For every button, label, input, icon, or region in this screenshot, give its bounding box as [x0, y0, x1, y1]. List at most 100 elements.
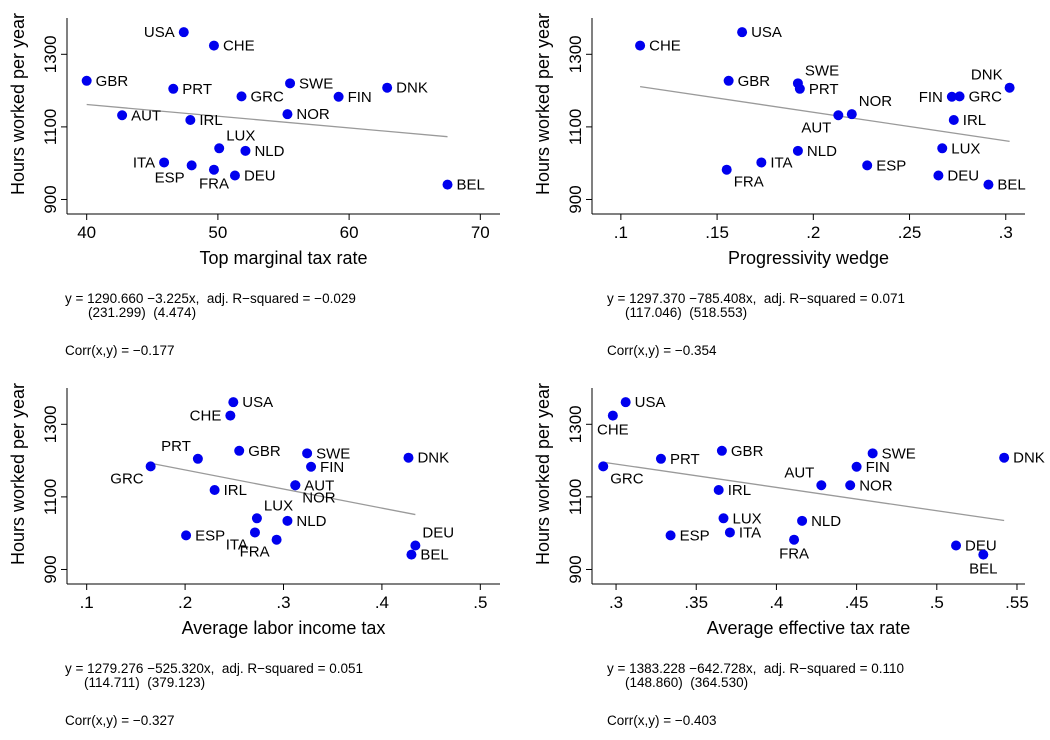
point-label: DEU	[965, 538, 997, 555]
data-point	[833, 110, 844, 121]
point-label: AUT	[784, 464, 814, 481]
data-point	[716, 445, 727, 456]
point-label: SWE	[299, 75, 333, 92]
data-point	[718, 513, 729, 524]
point-label: FRA	[240, 544, 270, 561]
point-label: IRL	[728, 482, 751, 499]
point-label: FIN	[866, 459, 890, 476]
x-tick-label: .15	[705, 223, 729, 242]
point-label: PRT	[182, 81, 212, 98]
point-label: DEU	[422, 525, 454, 542]
point-label: DEU	[947, 168, 979, 185]
point-label: BEL	[420, 547, 448, 564]
point-label: ESP	[680, 527, 710, 544]
data-point	[713, 484, 724, 495]
data-point	[181, 530, 192, 541]
data-point	[282, 515, 293, 526]
data-point	[186, 160, 197, 171]
y-tick-label: 900	[566, 555, 585, 583]
y-axis-label: Hours worked per year	[533, 13, 553, 195]
point-label: NLD	[254, 143, 284, 160]
data-point	[306, 461, 317, 472]
x-tick-label: .1	[614, 223, 628, 242]
point-label: ESP	[155, 169, 185, 186]
fit-line	[603, 461, 1005, 522]
data-point	[282, 109, 293, 120]
x-tick-label: .5	[473, 593, 487, 612]
point-label: DNK	[1013, 450, 1045, 467]
point-label: PRT	[809, 81, 839, 98]
data-point	[721, 164, 732, 175]
fit-line	[150, 462, 416, 516]
data-point	[737, 27, 748, 38]
point-label: ESP	[195, 527, 225, 544]
y-tick-label: 900	[41, 555, 60, 583]
data-point	[145, 461, 156, 472]
fit-line	[86, 103, 448, 138]
point-label: LUX	[226, 127, 255, 144]
data-point	[724, 527, 735, 538]
point-label: CHE	[649, 38, 681, 55]
point-label: IRL	[963, 112, 986, 129]
scatter-chart: 40 50 60 70 900 1100 1300 Top marginal tax rate…	[8, 13, 500, 268]
point-label: GBR	[731, 443, 764, 460]
data-point	[789, 534, 800, 545]
data-point	[236, 91, 247, 102]
data-point	[620, 397, 631, 408]
panel-top-marginal: 40 50 60 70 900 1100 1300 Top marginal tax rate…	[0, 0, 525, 370]
data-point	[178, 27, 189, 38]
data-point	[410, 540, 421, 551]
x-tick-label: .4	[375, 593, 389, 612]
x-tick-label: .55	[1005, 593, 1029, 612]
point-label: NLD	[807, 143, 837, 160]
data-point	[271, 534, 282, 545]
x-tick-label: .25	[898, 223, 922, 242]
point-label: NLD	[811, 513, 841, 530]
data-point	[607, 410, 618, 421]
data-point	[159, 157, 170, 168]
point-label: FIN	[348, 89, 372, 106]
correlation-text: Corr(x,y) = −0.403	[607, 713, 717, 728]
point-label: USA	[751, 24, 782, 41]
point-label: FRA	[779, 546, 809, 563]
point-label: GRC	[969, 88, 1003, 105]
point-label: DEU	[244, 168, 276, 185]
data-point	[81, 75, 92, 86]
point-label: NOR	[296, 106, 330, 123]
point-label: PRT	[161, 438, 191, 455]
x-tick-label: .2	[806, 223, 820, 242]
data-point	[208, 164, 219, 175]
x-tick-label: .2	[178, 593, 192, 612]
point-label: GBR	[248, 443, 281, 460]
point-label: USA	[144, 24, 175, 41]
point-label: LUX	[264, 497, 293, 514]
data-point	[192, 453, 203, 464]
point-label: BEL	[457, 177, 485, 194]
point-label: SWE	[805, 62, 839, 79]
point-label: NOR	[302, 489, 336, 506]
fit-line	[640, 85, 1010, 142]
point-label: AUT	[801, 119, 831, 136]
point-label: CHE	[223, 38, 255, 55]
x-axis-label: Top marginal tax rate	[199, 248, 367, 268]
x-tick-label: .4	[769, 593, 783, 612]
point-label: NLD	[296, 513, 326, 530]
x-tick-label: .45	[845, 593, 869, 612]
point-label: BEL	[969, 561, 997, 578]
point-label: DNK	[971, 67, 1003, 84]
point-label: ITA	[770, 154, 792, 171]
data-point	[382, 82, 393, 93]
point-label: AUT	[131, 107, 161, 124]
y-tick-label: 900	[41, 185, 60, 213]
data-point	[862, 160, 873, 171]
regression-std-errors: (231.299) (4.474)	[88, 305, 197, 320]
data-point	[946, 91, 957, 102]
data-point	[948, 114, 959, 125]
data-point	[816, 480, 827, 491]
data-point	[240, 145, 251, 156]
point-label: BEL	[997, 177, 1025, 194]
data-point	[209, 484, 220, 495]
point-label: SWE	[882, 445, 916, 462]
data-point	[999, 452, 1010, 463]
x-tick-label: .5	[930, 593, 944, 612]
